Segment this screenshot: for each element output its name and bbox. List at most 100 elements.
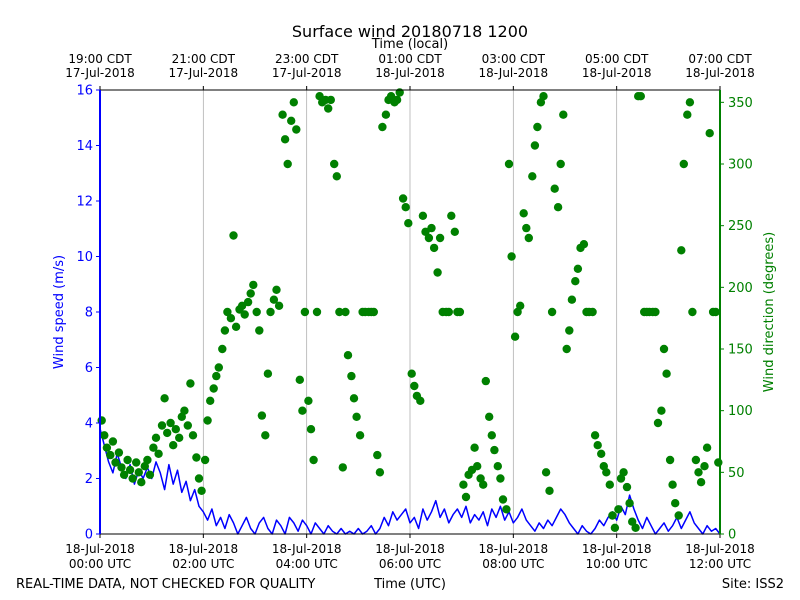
direction-point [447,211,456,220]
direction-point [696,478,706,487]
direction-point [309,455,318,465]
direction-point [154,449,163,458]
direction-point [175,433,184,442]
direction-point [180,406,189,415]
direction-point [424,233,434,243]
direction-point [200,455,210,465]
direction-point [243,297,253,307]
right-tick-label: 200 [728,281,753,296]
bottom-tick-date: 18-Jul-2018 [685,542,755,556]
left-tick-label: 4 [85,417,93,432]
bottom-tick-date: 18-Jul-2018 [479,542,549,556]
direction-point [559,110,568,119]
direction-point [625,499,634,508]
direction-point [461,492,471,502]
direction-point [711,307,720,317]
direction-point [507,252,516,261]
direction-point [375,468,385,477]
direction-point [298,406,307,415]
direction-point [481,376,490,386]
bottom-tick-time: 04:00 UTC [276,557,338,571]
direction-point [369,307,378,317]
direction-point [272,285,281,294]
direction-point [157,421,167,430]
direction-point [300,307,310,317]
direction-point [386,92,396,101]
direction-point [332,172,341,181]
top-tick-date: 17-Jul-2018 [65,66,135,80]
direction-point [685,98,695,107]
direction-point [714,458,723,467]
direction-point [485,412,494,421]
left-tick-label: 10 [76,250,93,265]
chart-title: Surface wind 20180718 1200 [292,22,528,41]
direction-point [590,431,600,440]
direction-point [355,431,365,440]
direction-point [143,455,152,465]
direction-point [429,243,439,253]
direction-point [614,505,623,514]
direction-point [421,227,430,236]
speed-series [99,428,721,535]
direction-point [530,141,540,150]
direction-point [496,474,505,483]
direction-point [541,468,551,477]
right-tick-label: 350 [728,96,753,111]
direction-point [622,482,632,492]
direction-point [326,95,335,105]
direction-point [450,227,459,236]
direction-point [459,480,468,489]
direction-point [493,462,502,471]
direction-point [212,371,221,381]
direction-point [169,441,178,450]
direction-point [470,443,479,452]
direction-point [111,458,120,467]
direction-point [602,468,611,477]
direction-point [106,450,115,460]
direction-point [498,495,508,504]
direction-point [573,264,583,273]
bottom-tick-time: 00:00 UTC [69,557,131,571]
direction-point [381,110,391,119]
left-axis-ticks: 0 2 4 6 8 10 12 14 16 [76,84,100,543]
direction-point [352,412,361,421]
direction-point [132,458,141,467]
bottom-tick-time: 08:00 UTC [482,557,544,571]
direction-point [410,381,419,391]
direction-point [145,470,155,479]
direction-point [125,465,135,475]
direction-point [416,396,425,405]
direction-point [688,307,697,317]
bottom-tick-date: 18-Jul-2018 [582,542,652,556]
direction-point [524,233,533,243]
direction-point [188,431,198,440]
direction-point [261,431,270,440]
bottom-tick-time: 12:00 UTC [689,557,751,571]
direction-point [487,431,496,440]
direction-point [392,95,402,105]
direction-point [608,511,617,520]
direction-point [659,344,669,354]
direction-point [628,517,637,526]
direction-point [619,468,628,477]
direction-point [407,369,416,378]
direction-point [490,445,499,455]
direction-point [651,307,660,317]
direction-point [435,233,445,243]
direction-point [192,453,201,462]
direction-point [283,159,292,169]
left-tick-label: 16 [76,84,93,99]
direction-point [269,295,279,304]
direction-point [203,416,212,425]
direction-point [306,425,316,434]
direction-point [128,474,137,483]
direction-point [171,425,180,434]
top-tick-time: 19:00 CDT [68,52,132,66]
footer-site: Site: ISS2 [722,577,784,592]
direction-point [593,441,602,450]
direction-point [134,468,143,477]
direction-point [553,203,563,212]
top-axis-label: Time (local) [371,37,448,52]
direction-point [455,307,465,317]
